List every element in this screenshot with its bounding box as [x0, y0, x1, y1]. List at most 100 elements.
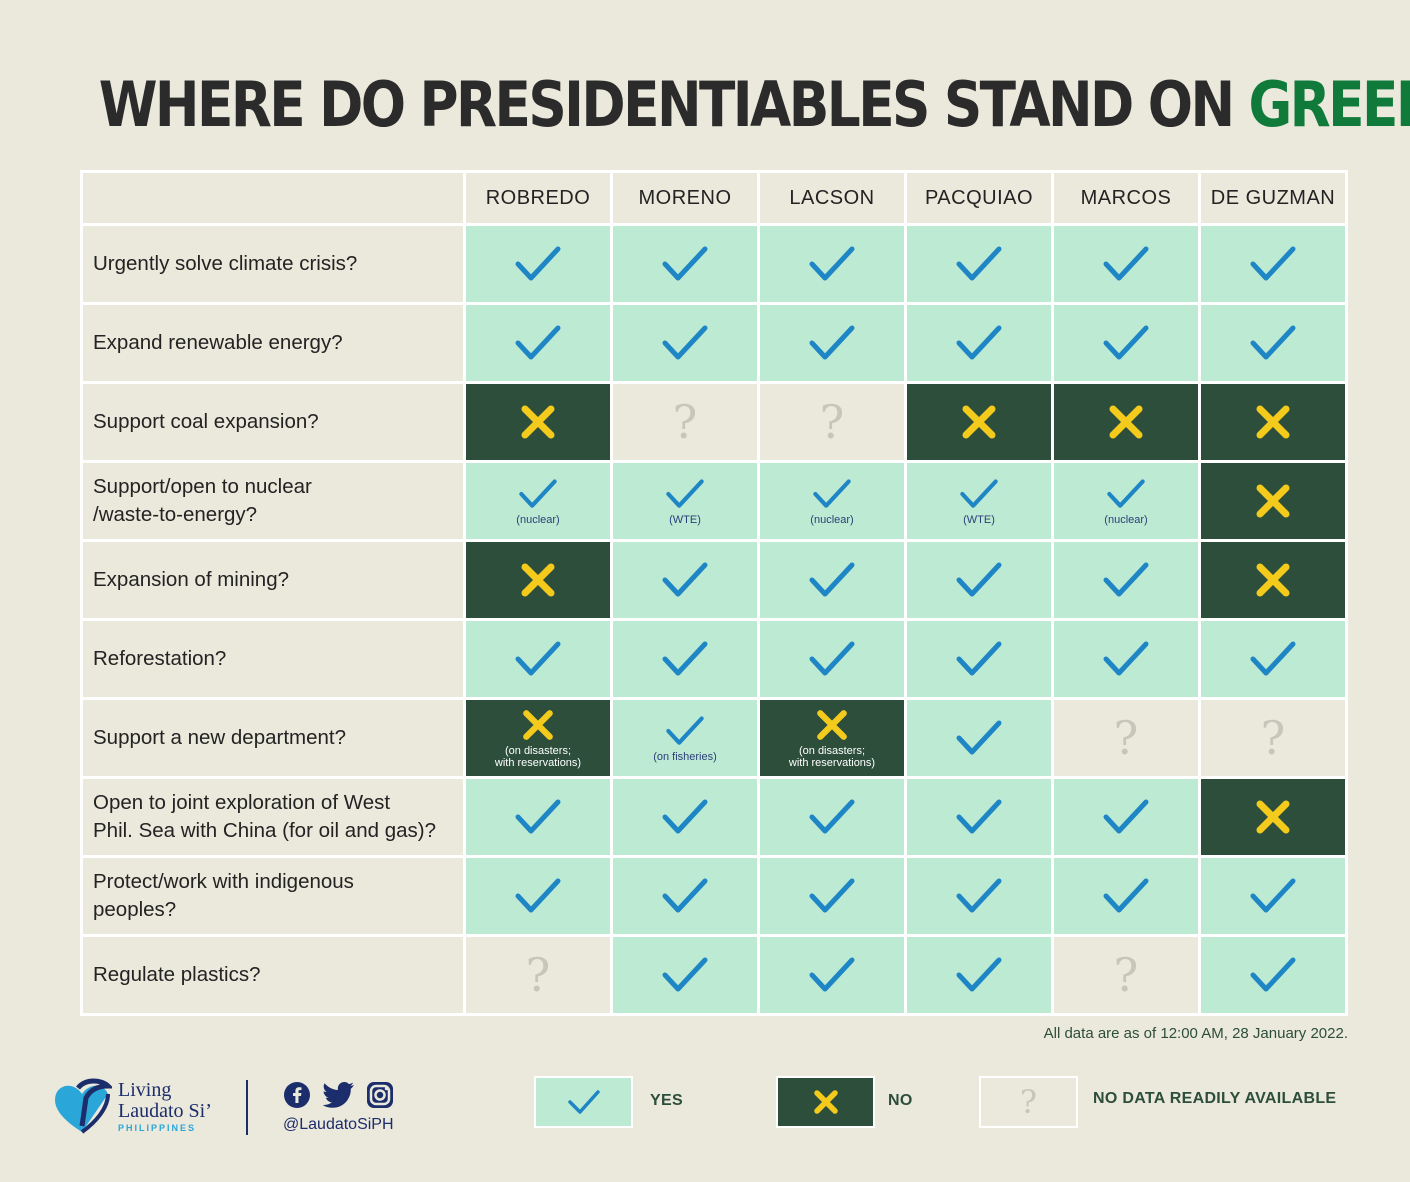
column-header: PACQUIAO: [904, 170, 1054, 226]
cell-yes: [904, 539, 1054, 621]
cell-yes: [1051, 223, 1201, 305]
cell-yes: [1198, 618, 1348, 700]
check-icon: [1107, 479, 1145, 508]
cross-icon: [521, 405, 555, 439]
question-label: Regulate plastics?: [80, 934, 466, 1016]
check-icon: [809, 325, 855, 360]
check-icon: [1103, 878, 1149, 913]
cell-note: (WTE): [669, 514, 701, 526]
cross-icon: [1109, 405, 1143, 439]
check-icon: [956, 641, 1002, 676]
header-row: ROBREDO MORENO LACSON PACQUIAO MARCOS DE…: [80, 170, 1348, 226]
check-icon: [809, 641, 855, 676]
twitter-icon[interactable]: [323, 1081, 355, 1109]
cell-no-data: ?: [463, 934, 613, 1016]
cell-yes: [1198, 302, 1348, 384]
cell-no: [1051, 381, 1201, 463]
check-icon: [956, 957, 1002, 992]
cell-no: [1198, 776, 1348, 858]
cell-yes: (on fisheries): [610, 697, 760, 779]
cell-yes: [610, 302, 760, 384]
cell-no-data: ?: [1198, 697, 1348, 779]
question-label: Expansion of mining?: [80, 539, 466, 621]
check-icon: [809, 562, 855, 597]
cell-yes: [1198, 855, 1348, 937]
cell-yes: [757, 223, 907, 305]
footer-divider: [246, 1080, 248, 1135]
cell-yes: [463, 855, 613, 937]
cell-yes: [1051, 302, 1201, 384]
check-icon: [1103, 641, 1149, 676]
question-label: Protect/work with indigenous peoples?: [80, 855, 466, 937]
cell-note: (nuclear): [516, 514, 560, 526]
title-main: WHERE DO PRESIDENTIABLES STAND ON: [98, 68, 1249, 141]
table-row: Open to joint exploration of West Phil. S…: [80, 776, 1348, 858]
check-icon: [567, 1090, 600, 1114]
question-label: Urgently solve climate crisis?: [80, 223, 466, 305]
cell-yes: [610, 539, 760, 621]
cell-yes: [904, 776, 1054, 858]
check-icon: [960, 479, 998, 508]
social-handle: @LaudatoSiPH: [283, 1116, 394, 1133]
cell-no-data: ?: [1051, 934, 1201, 1016]
check-icon: [1250, 325, 1296, 360]
cross-icon: [962, 405, 996, 439]
column-header: DE GUZMAN: [1198, 170, 1348, 226]
cross-icon: [817, 710, 847, 740]
check-icon: [662, 641, 708, 676]
cell-no: [463, 381, 613, 463]
question-mark-icon: ?: [672, 395, 698, 449]
cell-note: (on disasters; with reservations): [788, 745, 876, 769]
cell-yes: [463, 618, 613, 700]
cross-icon: [521, 563, 555, 597]
cell-yes: [1051, 776, 1201, 858]
cell-yes: [757, 302, 907, 384]
question-label: Reforestation?: [80, 618, 466, 700]
table-row: Reforestation?: [80, 618, 1348, 700]
cell-yes: [904, 855, 1054, 937]
check-icon: [956, 325, 1002, 360]
check-icon: [1103, 799, 1149, 834]
cell-no-data: ?: [1051, 697, 1201, 779]
table-body: Urgently solve climate crisis? Expand ren…: [80, 223, 1348, 1016]
cell-no: [1198, 381, 1348, 463]
cell-yes: [904, 302, 1054, 384]
cell-yes: [1198, 223, 1348, 305]
check-icon: [956, 878, 1002, 913]
check-icon: [809, 957, 855, 992]
cell-yes: [610, 223, 760, 305]
cell-yes: [904, 618, 1054, 700]
facebook-icon[interactable]: [283, 1081, 311, 1109]
cross-icon: [1256, 484, 1290, 518]
cross-icon: [523, 710, 553, 740]
check-icon: [662, 562, 708, 597]
cell-yes: [463, 223, 613, 305]
cell-no-data: ?: [757, 381, 907, 463]
cell-note: (on fisheries): [653, 751, 717, 763]
cell-yes: [904, 697, 1054, 779]
question-label: Support coal expansion?: [80, 381, 466, 463]
cell-yes: [610, 934, 760, 1016]
cross-icon: [813, 1090, 838, 1114]
page-title: WHERE DO PRESIDENTIABLES STAND ON GREEN …: [98, 68, 1410, 141]
cell-yes: [757, 855, 907, 937]
question-mark-icon: ?: [819, 395, 845, 449]
instagram-icon[interactable]: [366, 1081, 394, 1109]
table-row: Support coal expansion???: [80, 381, 1348, 463]
check-icon: [515, 878, 561, 913]
heart-logo-icon: [55, 1078, 112, 1134]
check-icon: [1103, 325, 1149, 360]
cell-note: (on disasters; with reservations): [494, 745, 582, 769]
cell-yes: [1198, 934, 1348, 1016]
cell-no: [1198, 460, 1348, 542]
cell-yes: (WTE): [904, 460, 1054, 542]
legend-nodata-swatch: ?: [979, 1076, 1078, 1128]
cell-no: [463, 539, 613, 621]
cell-yes: (nuclear): [463, 460, 613, 542]
cell-yes: [757, 618, 907, 700]
cell-yes: [904, 223, 1054, 305]
check-icon: [519, 479, 557, 508]
cell-yes: [610, 855, 760, 937]
check-icon: [515, 641, 561, 676]
cell-yes: [1051, 618, 1201, 700]
